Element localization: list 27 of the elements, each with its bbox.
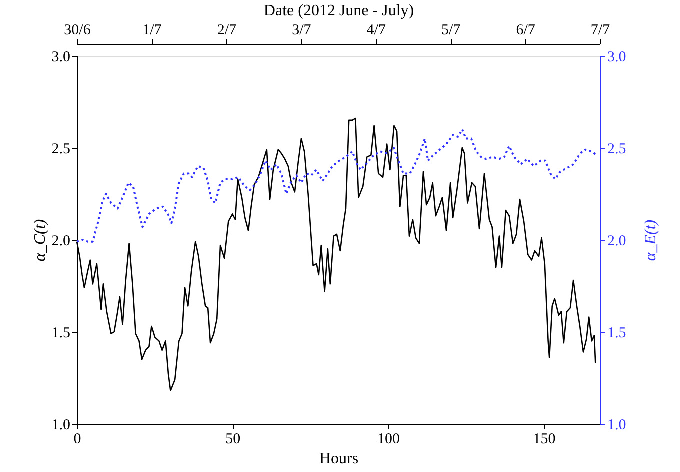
x-tick-label: 0 <box>74 432 82 448</box>
x2-tick-label: 30/6 <box>64 22 92 38</box>
y-tick-label: 1.0 <box>52 418 70 434</box>
x2-tick-label: 2/7 <box>217 22 238 38</box>
x2-tick-label: 5/7 <box>441 22 462 38</box>
y-tick-label: 2.5 <box>52 142 70 158</box>
y2-tick-label: 1.0 <box>608 418 626 434</box>
x-tick-label: 100 <box>378 432 400 448</box>
y2-tick-label: 2.5 <box>608 142 626 158</box>
y2-tick-label: 2.0 <box>608 234 626 250</box>
x-tick-label: 150 <box>533 432 556 448</box>
x-axis-title: Hours <box>319 450 359 468</box>
x2-tick-label: 6/7 <box>516 22 536 38</box>
y-tick-label: 3.0 <box>52 50 70 66</box>
y2-tick-label: 1.5 <box>608 326 626 342</box>
y-tick-label: 2.0 <box>52 234 70 250</box>
x2-tick-label: 7/7 <box>590 22 611 38</box>
y2-axis-title: α_E(t) <box>642 220 660 262</box>
y-axis-title: α_C(t) <box>32 219 49 262</box>
y2-tick-label: 3.0 <box>608 50 626 66</box>
x-tick-label: 50 <box>226 432 241 448</box>
x2-tick-label: 4/7 <box>366 22 386 38</box>
x2-axis-title: Date (2012 June - July) <box>264 2 414 20</box>
line-series <box>76 128 598 243</box>
y-tick-label: 1.5 <box>52 326 70 342</box>
x2-tick-label: 3/7 <box>292 22 312 38</box>
x2-tick-label: 1/7 <box>142 22 162 38</box>
